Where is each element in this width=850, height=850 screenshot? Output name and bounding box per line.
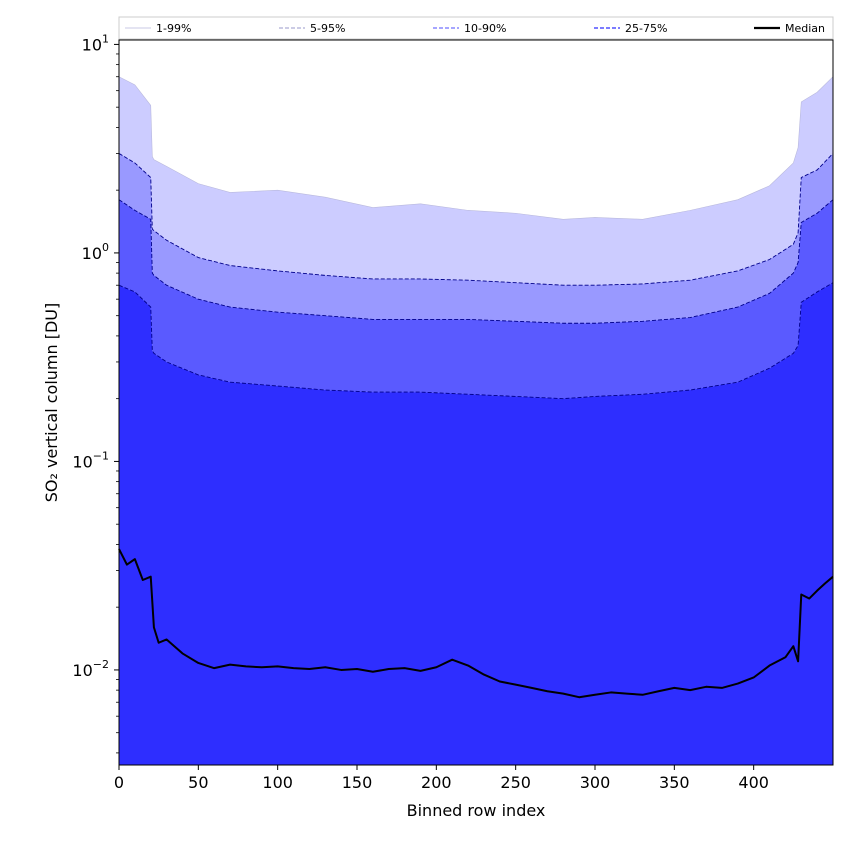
y-tick-label: 10−1 xyxy=(72,449,109,471)
band-5-95pct xyxy=(119,153,833,324)
plot-frame xyxy=(118,39,834,766)
band-25-75pct xyxy=(119,282,833,765)
legend-label: 25-75% xyxy=(625,22,667,35)
y-tick-label: 100 xyxy=(82,241,109,263)
y-axis: 10−2 10−1 100 101 xyxy=(72,32,119,754)
legend-label: Median xyxy=(785,22,825,35)
x-tick-label: 300 xyxy=(580,773,611,792)
median-line xyxy=(118,548,834,699)
median-layer xyxy=(118,548,834,699)
band-edge-25-75pct xyxy=(118,282,834,400)
band-edge-5-95pct xyxy=(118,153,834,286)
x-tick-label: 100 xyxy=(262,773,293,792)
y-tick-label: 101 xyxy=(82,32,109,54)
x-tick-label: 350 xyxy=(659,773,690,792)
legend-label: 10-90% xyxy=(464,22,506,35)
x-tick-label: 150 xyxy=(342,773,373,792)
x-tick-label: 200 xyxy=(421,773,452,792)
x-tick-label: 400 xyxy=(738,773,769,792)
legend-frame xyxy=(118,16,834,40)
band-edge-10-90pct xyxy=(118,199,834,324)
band-10-90pct xyxy=(119,199,833,399)
legend-label: 1-99% xyxy=(156,22,191,35)
x-axis: 0 50 100 150 200 250 300 350 400 xyxy=(114,765,769,792)
x-tick-label: 250 xyxy=(500,773,531,792)
x-axis-label: Binned row index xyxy=(407,801,546,820)
percentile-bands xyxy=(118,76,834,765)
y-axis-label: SO₂ vertical column [DU] xyxy=(42,303,61,503)
legend-label: 5-95% xyxy=(310,22,345,35)
x-tick-label: 50 xyxy=(188,773,208,792)
y-tick-label: 10−2 xyxy=(72,658,109,680)
legend: 1-99% 5-95% 10-90% 25-75% Median xyxy=(118,16,834,40)
band-edge-1-99pct xyxy=(118,76,834,220)
x-tick-label: 0 xyxy=(114,773,124,792)
band-1-99pct xyxy=(119,76,833,286)
